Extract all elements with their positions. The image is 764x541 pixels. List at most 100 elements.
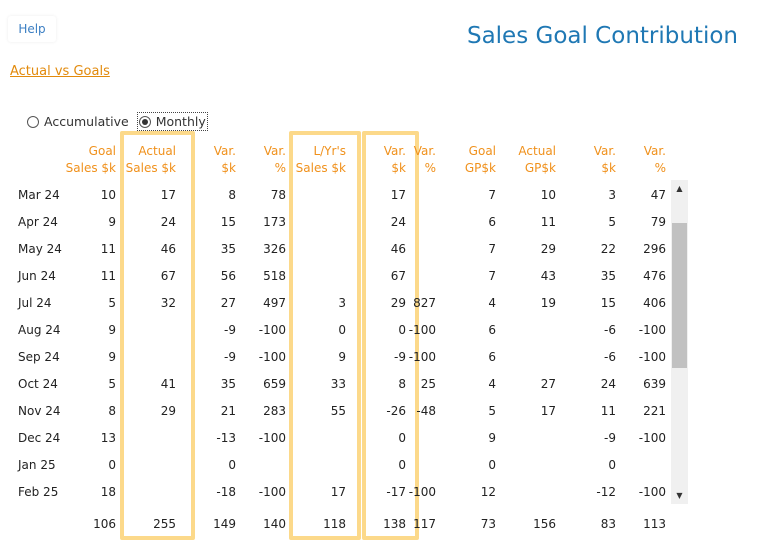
accumulative-radio[interactable]: Accumulative	[27, 114, 129, 129]
cell-ly-var-k: 46	[390, 242, 406, 256]
cell-ly-var-pct: 827	[413, 296, 436, 310]
radio-circle-icon	[27, 115, 39, 128]
cell-ly-sales: 9	[338, 350, 346, 364]
cell-goal-sales: 5	[108, 377, 116, 391]
page-title: Sales Goal Contribution	[466, 23, 738, 49]
cell-goal-sales: 11	[100, 269, 116, 283]
header-line-1: Var.	[383, 144, 406, 158]
cell-actual-gp: 17	[540, 404, 556, 418]
header-line-2: %	[654, 161, 666, 175]
view-mode-radio-group: Accumulative Monthly	[27, 112, 216, 131]
cell-actual-sales: 41	[160, 377, 176, 391]
cell-var-pct: 78	[270, 188, 286, 202]
row-month-label: May 24	[18, 242, 62, 256]
cell-var-k: 27	[220, 296, 236, 310]
cell-goal-gp: 6	[488, 215, 496, 229]
header-line-2: %	[274, 161, 286, 175]
cell-gp-var-k: 3	[608, 188, 616, 202]
cell-gp-var-k: 11	[600, 404, 616, 418]
accumulative-label: Accumulative	[44, 114, 129, 129]
header-var-k: Var. $k	[214, 143, 236, 177]
row-month-label: Jan 25	[18, 458, 56, 472]
row-month-label: Jun 24	[18, 269, 56, 283]
monthly-radio[interactable]: Monthly	[136, 112, 208, 131]
table-row: Dec 24 13 -13 -100 0 9 -9 -100	[0, 425, 680, 452]
total-ly-sales: 118	[323, 517, 346, 531]
header-line-2: GP$k	[524, 161, 556, 175]
table-row: Feb 25 18 -18 -100 17 -17 -100 12 -12 -100	[0, 479, 680, 506]
row-month-label: Mar 24	[18, 188, 60, 202]
scroll-thumb[interactable]	[672, 223, 687, 368]
cell-goal-sales: 5	[108, 296, 116, 310]
cell-ly-sales: 33	[330, 377, 346, 391]
cell-ly-var-pct: -100	[408, 323, 436, 337]
cell-goal-gp: 7	[488, 269, 496, 283]
cell-var-pct: -100	[258, 350, 286, 364]
cell-var-k: 15	[220, 215, 236, 229]
scroll-down-icon[interactable]: ▼	[676, 491, 683, 500]
table-row: Oct 24 5 41 35 659 33 8 25 4 27 24 639	[0, 371, 680, 398]
cell-goal-sales: 8	[108, 404, 116, 418]
cell-var-k: 21	[220, 404, 236, 418]
total-gp-var-pct: 113	[643, 517, 666, 531]
actual-vs-goals-link[interactable]: Actual vs Goals	[10, 64, 110, 79]
cell-var-k: -9	[224, 350, 236, 364]
cell-gp-var-pct: 476	[643, 269, 666, 283]
cell-ly-var-k: 8	[398, 377, 406, 391]
cell-actual-gp: 29	[540, 242, 556, 256]
cell-var-pct: 283	[263, 404, 286, 418]
cell-ly-var-pct: -100	[408, 350, 436, 364]
totals-row: 106 255 149 140 118 138 117 73 156 83 113	[0, 512, 680, 536]
cell-goal-gp: 4	[488, 377, 496, 391]
total-goal-sales: 106	[93, 517, 116, 531]
cell-goal-sales: 18	[100, 485, 116, 499]
cell-actual-gp: 19	[540, 296, 556, 310]
cell-goal-sales: 9	[108, 350, 116, 364]
header-line-1: Var.	[413, 144, 436, 158]
total-ly-var-k: 138	[383, 517, 406, 531]
cell-actual-sales: 32	[160, 296, 176, 310]
cell-ly-var-pct: -100	[408, 485, 436, 499]
vertical-scrollbar[interactable]: ▲ ▼	[671, 180, 688, 504]
cell-goal-gp: 7	[488, 188, 496, 202]
table-row: Sep 24 9 -9 -100 9 -9 -100 6 -6 -100	[0, 344, 680, 371]
header-line-1: Var.	[643, 144, 666, 158]
cell-var-k: -13	[216, 431, 236, 445]
cell-ly-var-k: 67	[390, 269, 406, 283]
cell-goal-sales: 0	[108, 458, 116, 472]
row-month-label: Nov 24	[18, 404, 61, 418]
cell-gp-var-k: 35	[600, 269, 616, 283]
help-button[interactable]: Help	[8, 16, 56, 42]
cell-var-k: -9	[224, 323, 236, 337]
cell-goal-gp: 4	[488, 296, 496, 310]
monthly-label: Monthly	[155, 114, 206, 129]
cell-var-pct: 518	[263, 269, 286, 283]
cell-var-k: 56	[220, 269, 236, 283]
cell-var-pct: 659	[263, 377, 286, 391]
cell-gp-var-k: 24	[600, 377, 616, 391]
cell-actual-gp: 11	[540, 215, 556, 229]
header-line-1: Var.	[213, 144, 236, 158]
cell-actual-sales: 17	[160, 188, 176, 202]
cell-gp-var-k: -12	[596, 485, 616, 499]
header-gp-var-k: Var. $k	[594, 143, 616, 177]
cell-gp-var-k: 5	[608, 215, 616, 229]
cell-gp-var-pct: -100	[638, 485, 666, 499]
scroll-up-icon[interactable]: ▲	[676, 184, 683, 193]
header-goal-sales: Goal Sales $k	[66, 143, 116, 177]
cell-actual-gp: 27	[540, 377, 556, 391]
table-row: Aug 24 9 -9 -100 0 0 -100 6 -6 -100	[0, 317, 680, 344]
cell-var-pct: -100	[258, 323, 286, 337]
cell-gp-var-pct: -100	[638, 431, 666, 445]
cell-ly-var-k: 29	[390, 296, 406, 310]
total-actual-gp: 156	[533, 517, 556, 531]
cell-ly-sales: 55	[330, 404, 346, 418]
cell-goal-sales: 10	[100, 188, 116, 202]
table-row: Mar 24 10 17 8 78 17 7 10 3 47	[0, 182, 680, 209]
cell-goal-sales: 11	[100, 242, 116, 256]
cell-gp-var-pct: -100	[638, 350, 666, 364]
total-goal-gp: 73	[480, 517, 496, 531]
cell-var-k: -18	[216, 485, 236, 499]
cell-ly-var-k: 0	[398, 323, 406, 337]
radio-selected-icon	[138, 115, 151, 128]
